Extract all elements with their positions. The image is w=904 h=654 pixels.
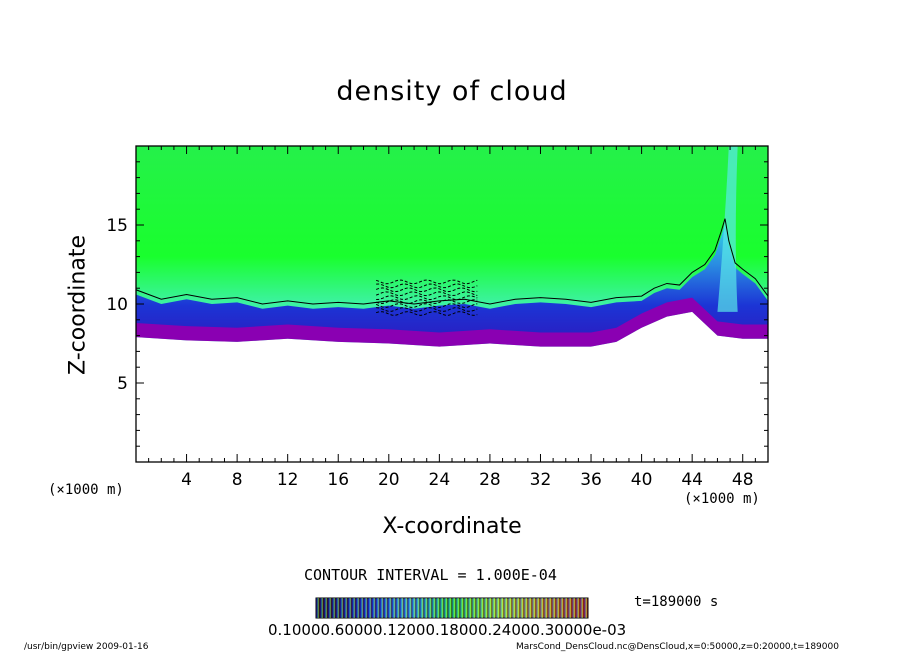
colorbar-tick-labels: 0.10000.60000.12000.18000.24000.30000e-0… [268,621,627,639]
y-tick-label: 15 [106,216,128,236]
plot-clip-group [136,146,768,347]
x-tick-label: 36 [580,470,602,490]
y-tick-label: 5 [117,374,128,394]
center-wave-contours [375,279,478,316]
x-tick-label: 12 [277,470,299,490]
x-tick-label: 32 [530,470,552,490]
cloud-base-purple-strip [136,297,768,347]
contour-interval-label: CONTOUR INTERVAL = 1.000E-04 [304,566,557,584]
x-tick-label: 48 [732,470,754,490]
wave-contour [375,299,478,305]
wave-contour [375,291,478,297]
x-tick-label: 20 [378,470,400,490]
footer-data-source: MarsCond_DensCloud.nc@DensCloud,x=0:5000… [516,642,839,652]
footer-program-date: /usr/bin/gpview 2009-01-16 [24,642,149,652]
cloud-density-field [136,146,768,347]
x-unit-label-left: (×1000 m) [48,482,124,498]
cyan-plume [717,146,738,312]
wave-contour [376,295,478,301]
time-label: t=189000 s [634,594,719,610]
wave-contour [375,303,478,308]
x-tick-label: 4 [181,470,192,490]
wave-contour [376,283,478,289]
x-unit-label-right: (×1000 m) [684,491,760,507]
x-tick-label: 8 [232,470,243,490]
y-tick-label: 10 [106,295,128,315]
colorbar-stripes [316,598,588,618]
wave-contour [375,279,478,285]
wave-contour [376,307,478,312]
wave-contour [376,311,478,316]
x-tick-label: 28 [479,470,501,490]
contour-line [136,218,768,305]
y-axis-label: Z-coordinate [65,235,91,375]
wave-contour [375,287,478,293]
x-tick-label: 44 [681,470,703,490]
x-tick-label: 24 [429,470,451,490]
chart-title: density of cloud [336,76,568,107]
cloud-base-band [136,223,768,341]
x-tick-label: 40 [631,470,653,490]
x-tick-label: 16 [327,470,349,490]
x-axis-label: X-coordinate [382,514,522,539]
